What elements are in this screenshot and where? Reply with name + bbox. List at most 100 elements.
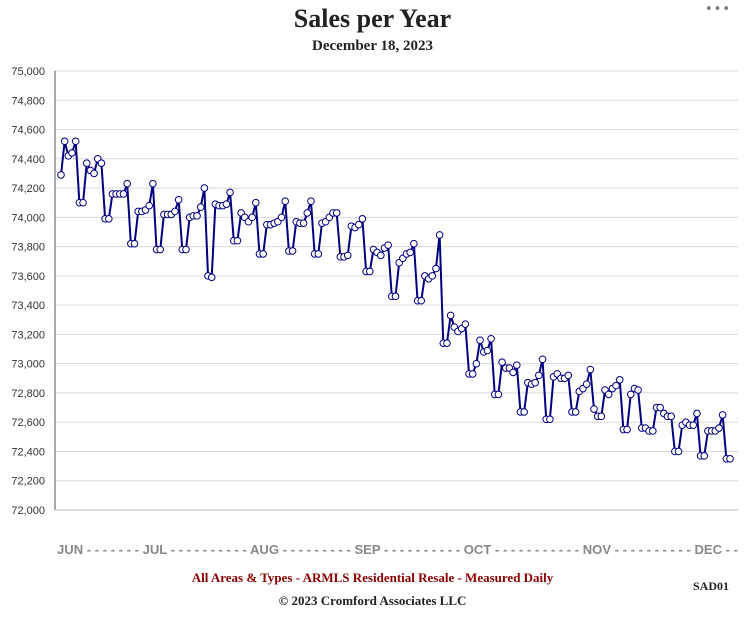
y-tick-label: 72,600 <box>11 417 45 429</box>
data-point <box>435 231 444 239</box>
axes <box>54 71 738 511</box>
data-point <box>222 200 231 208</box>
data-point <box>623 425 631 434</box>
data-point <box>564 371 573 380</box>
y-tick-label: 74,600 <box>11 125 45 137</box>
chart-code: SAD01 <box>692 579 729 593</box>
data-point <box>174 195 183 204</box>
data-point <box>590 405 598 413</box>
data-point <box>156 245 165 254</box>
data-point <box>472 359 481 368</box>
data-point <box>513 361 521 369</box>
y-tick-label: 73,600 <box>11 271 45 283</box>
data-point <box>79 198 87 207</box>
copyright-note: © 2023 Cromford Associates LLC <box>278 593 467 608</box>
y-tick-label: 72,200 <box>11 476 45 488</box>
y-tick-label: 72,800 <box>11 388 45 400</box>
data-point <box>586 365 595 374</box>
chart-title: Sales per Year <box>293 4 452 33</box>
data-point <box>693 409 701 418</box>
data-point <box>531 378 539 387</box>
source-note: All Areas & Types - ARMLS Residential Re… <box>191 570 554 585</box>
data-point <box>149 179 157 188</box>
data-point <box>299 219 308 227</box>
data-point <box>104 214 113 223</box>
data-point <box>494 390 503 399</box>
data-point <box>406 248 415 257</box>
data-point <box>226 188 234 197</box>
data-point <box>726 454 734 463</box>
data-point <box>410 239 418 248</box>
ellipsis-icon[interactable]: ••• <box>704 2 731 17</box>
data-point <box>196 203 205 211</box>
data-point <box>446 311 455 320</box>
data-point <box>281 197 290 206</box>
data-point <box>384 241 392 249</box>
data-point <box>123 179 131 188</box>
data-point <box>520 408 528 416</box>
y-tick-label: 72,000 <box>11 505 45 517</box>
data-point <box>476 336 484 345</box>
x-axis-month-labels: JUN - - - - - - - JUL - - - - - - - - - … <box>57 542 738 557</box>
data-point <box>200 184 209 192</box>
y-tick-label: 73,800 <box>11 242 45 254</box>
data-point <box>582 380 591 388</box>
y-axis-ticks: 72,000 72,200 72,400 72,600 72,800 73,000 73,2… <box>11 66 45 517</box>
data-point <box>700 452 709 460</box>
data-point <box>71 137 80 146</box>
data-point <box>145 201 154 210</box>
data-point <box>332 209 341 217</box>
data-point <box>277 213 286 222</box>
chart-subtitle: December 18, 2023 <box>312 38 433 54</box>
data-point <box>626 390 635 399</box>
data-point <box>365 267 374 276</box>
data-point <box>498 358 506 367</box>
data-point <box>674 447 683 456</box>
data-point <box>634 386 642 394</box>
data-point <box>288 247 297 255</box>
data-point <box>615 375 624 384</box>
y-tick-label: 74,200 <box>11 183 45 195</box>
data-point <box>443 339 451 347</box>
data-point <box>483 346 492 355</box>
data-point <box>656 403 664 412</box>
data-point <box>461 320 470 328</box>
data-point <box>428 272 437 280</box>
data-point <box>248 213 256 222</box>
y-tick-label: 73,200 <box>11 329 45 341</box>
data-point <box>689 421 698 429</box>
data-point <box>358 214 367 223</box>
data-point <box>535 371 543 380</box>
data-point <box>468 370 477 378</box>
data-point <box>391 292 400 301</box>
data-point <box>376 251 385 260</box>
y-tick-label: 73,400 <box>11 300 45 312</box>
y-tick-label: 74,800 <box>11 95 45 107</box>
data-point <box>60 137 69 146</box>
data-point <box>571 408 580 416</box>
y-tick-label: 75,000 <box>11 66 45 78</box>
data-points <box>57 137 734 463</box>
y-tick-label: 74,400 <box>11 154 45 166</box>
data-point <box>307 197 315 206</box>
data-point <box>718 411 727 419</box>
data-point <box>82 159 91 167</box>
data-point <box>119 190 128 198</box>
data-point <box>354 220 363 229</box>
data-point <box>90 169 98 178</box>
data-point <box>130 239 139 248</box>
data-point <box>343 251 352 260</box>
y-tick-label: 72,400 <box>11 446 45 458</box>
data-point <box>207 273 216 282</box>
data-point <box>68 149 76 157</box>
data-point <box>546 415 554 424</box>
data-point <box>259 250 267 258</box>
data-point <box>432 264 440 273</box>
data-point <box>715 424 723 432</box>
data-point <box>612 381 620 390</box>
data-point <box>538 355 547 364</box>
data-point <box>597 412 606 421</box>
data-point <box>303 209 312 217</box>
data-point <box>314 250 323 258</box>
